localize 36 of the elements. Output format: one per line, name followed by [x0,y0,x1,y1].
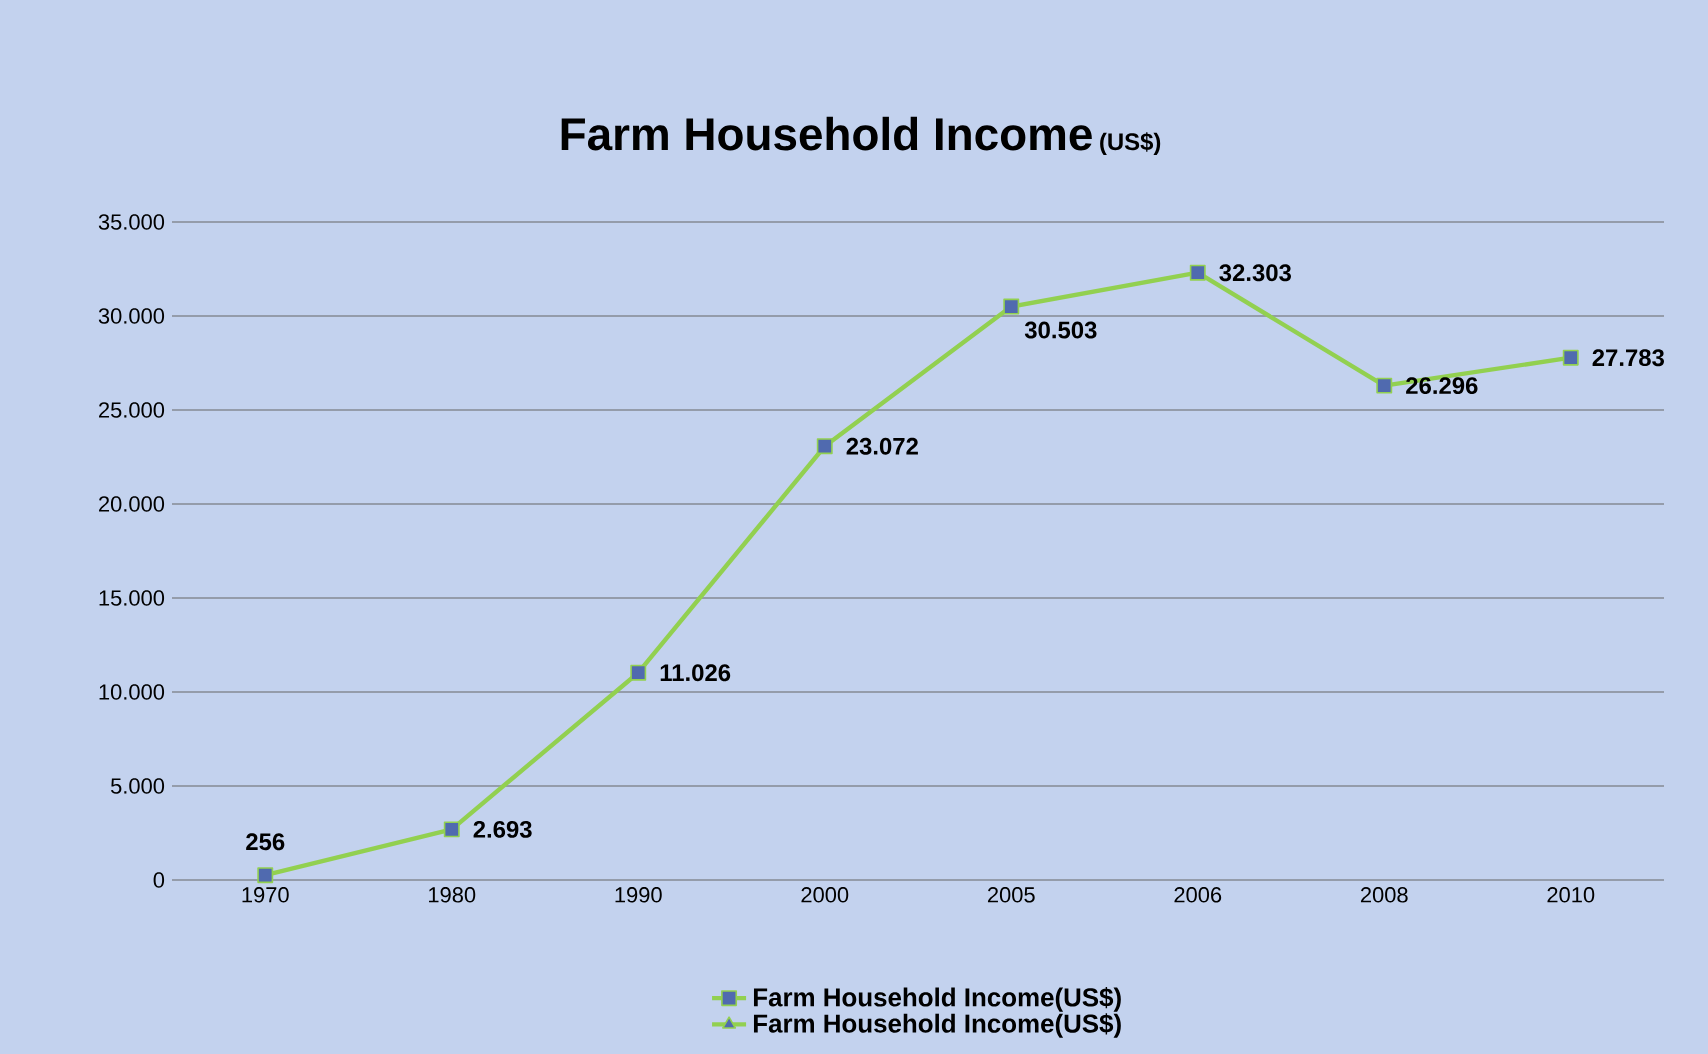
y-tick-label: 5.000 [110,778,165,794]
x-tick-label: 1990 [615,887,662,903]
y-tick-label: 20.000 [99,496,165,512]
y-tick-label: 30.000 [98,308,165,324]
data-label: 30.503 [1024,321,1097,339]
point [1189,264,1206,281]
data-label: 256 [246,833,285,851]
point [257,867,274,884]
y-tick-label: 10.000 [99,684,165,700]
point [1003,298,1020,315]
data-label: 32.303 [1219,264,1291,282]
y-tick-label: 25.000 [99,402,165,418]
chart-subtitle: (US$) [1100,132,1161,155]
x-tick-label: 2008 [1360,887,1408,903]
x-tick-label: 2006 [1174,887,1222,903]
x-tick-label: 1980 [429,887,476,903]
y-tick-label: 0 [153,872,165,888]
legend-label: Farm Household Income(US$) [753,1013,1121,1038]
data-label: 11.026 [660,664,731,682]
x-tick-label: 1970 [242,887,289,903]
data-label: 23.072 [846,437,918,455]
x-tick-label: 2005 [987,887,1035,903]
x-tick-label: 2000 [801,887,849,903]
point [1376,377,1393,394]
legend-label: Farm Household Income(US$) [753,987,1121,1012]
data-label: 2.693 [473,820,532,838]
chart-title: Farm Household Income [561,116,1092,151]
data-label: 26.296 [1406,377,1478,395]
y-tick-label: 35.000 [98,214,165,230]
x-tick-label: 2010 [1547,887,1595,903]
data-label: 27.783 [1592,349,1665,367]
point [443,821,460,838]
point [630,664,647,681]
y-tick-label: 15.000 [99,590,165,606]
point [816,438,833,455]
point [1562,349,1579,366]
